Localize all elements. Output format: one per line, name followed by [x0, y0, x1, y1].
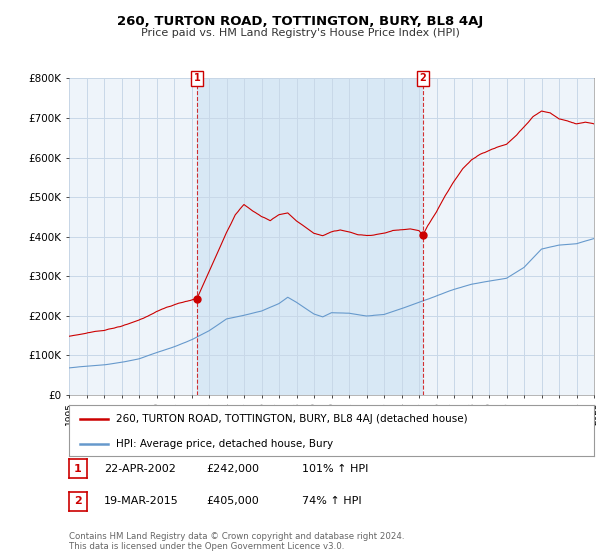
Text: This data is licensed under the Open Government Licence v3.0.: This data is licensed under the Open Gov…: [69, 542, 344, 551]
Text: £405,000: £405,000: [206, 496, 259, 506]
Text: 19-MAR-2015: 19-MAR-2015: [104, 496, 179, 506]
Text: 74% ↑ HPI: 74% ↑ HPI: [302, 496, 361, 506]
Text: £242,000: £242,000: [206, 464, 259, 474]
Text: 101% ↑ HPI: 101% ↑ HPI: [302, 464, 368, 474]
Text: Contains HM Land Registry data © Crown copyright and database right 2024.: Contains HM Land Registry data © Crown c…: [69, 532, 404, 541]
Text: 22-APR-2002: 22-APR-2002: [104, 464, 176, 474]
Text: Price paid vs. HM Land Registry's House Price Index (HPI): Price paid vs. HM Land Registry's House …: [140, 28, 460, 38]
Text: 1: 1: [74, 464, 82, 474]
Text: 2: 2: [419, 73, 426, 83]
Text: 260, TURTON ROAD, TOTTINGTON, BURY, BL8 4AJ: 260, TURTON ROAD, TOTTINGTON, BURY, BL8 …: [117, 15, 483, 28]
Bar: [197, 78, 423, 395]
Text: 2: 2: [74, 496, 82, 506]
Text: 260, TURTON ROAD, TOTTINGTON, BURY, BL8 4AJ (detached house): 260, TURTON ROAD, TOTTINGTON, BURY, BL8 …: [116, 414, 468, 424]
Text: 1: 1: [194, 73, 200, 83]
Text: HPI: Average price, detached house, Bury: HPI: Average price, detached house, Bury: [116, 438, 334, 449]
